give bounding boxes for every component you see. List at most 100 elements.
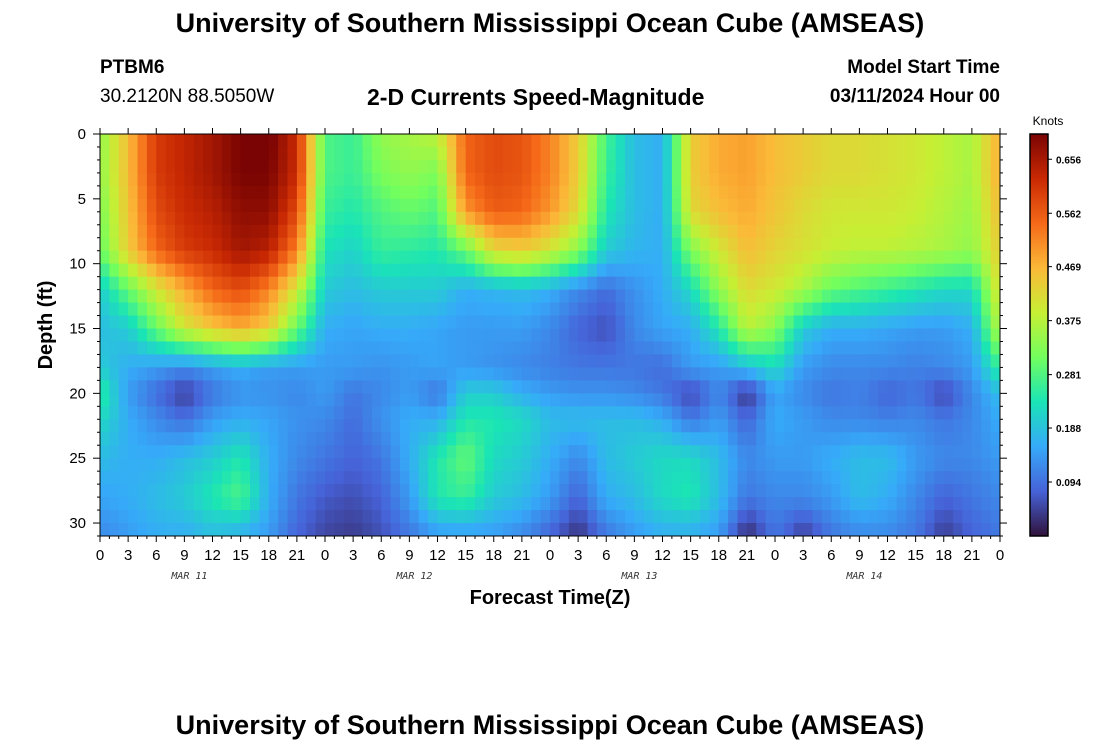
heatmap-cell xyxy=(156,263,167,278)
heatmap-cell xyxy=(503,198,514,213)
heatmap-cell xyxy=(137,146,148,161)
heatmap-cell xyxy=(512,289,523,304)
heatmap-cell xyxy=(146,380,157,394)
heatmap-cell xyxy=(465,393,476,407)
heatmap-cell xyxy=(821,367,832,381)
heatmap-cell xyxy=(231,289,242,304)
heatmap-cell xyxy=(325,289,335,304)
heatmap-cell xyxy=(821,250,832,265)
heatmap-cell xyxy=(653,445,664,459)
heatmap-cell xyxy=(343,419,354,433)
heatmap-cell xyxy=(615,328,626,343)
heatmap-cell xyxy=(146,134,157,148)
heatmap-cell xyxy=(362,237,373,252)
heatmap-cell xyxy=(334,497,345,511)
heatmap-cell xyxy=(325,380,335,394)
heatmap-cell xyxy=(803,263,814,278)
heatmap-cell xyxy=(503,445,514,459)
heatmap-cell xyxy=(606,341,617,356)
heatmap-cell xyxy=(934,185,945,200)
heatmap-cell xyxy=(353,380,364,394)
heatmap-cell xyxy=(362,146,373,161)
heatmap-cell xyxy=(362,497,373,511)
heatmap-cell xyxy=(137,354,148,369)
heatmap-cell xyxy=(840,237,851,252)
heatmap-cell xyxy=(381,471,392,485)
heatmap-cell xyxy=(418,211,429,226)
heatmap-cell xyxy=(906,497,917,511)
heatmap-cell xyxy=(109,237,120,252)
heatmap-cell xyxy=(606,510,617,524)
heatmap-cell xyxy=(165,211,176,226)
heatmap-cell xyxy=(259,471,270,485)
heatmap-cell xyxy=(362,393,373,407)
heatmap-cell xyxy=(990,302,1000,317)
heatmap-cell xyxy=(296,484,307,498)
heatmap-cell xyxy=(521,419,532,433)
heatmap-cell xyxy=(793,250,804,265)
heatmap-cell xyxy=(662,250,673,265)
heatmap-cell xyxy=(221,146,232,161)
heatmap-cell xyxy=(221,445,232,459)
heatmap-cell xyxy=(259,406,270,420)
heatmap-cell xyxy=(615,159,626,174)
heatmap-cell xyxy=(756,510,767,524)
heatmap-cell xyxy=(353,354,364,369)
heatmap-cell xyxy=(428,185,439,200)
heatmap-cell xyxy=(325,458,335,472)
heatmap-cell xyxy=(568,445,579,459)
heatmap-cell xyxy=(428,134,439,148)
heatmap-cell xyxy=(203,328,214,343)
heatmap-cell xyxy=(868,198,879,213)
heatmap-cell xyxy=(962,445,973,459)
heatmap-cell xyxy=(400,211,410,226)
heatmap-cell xyxy=(362,445,373,459)
heatmap-cell xyxy=(850,237,860,252)
heatmap-cell xyxy=(362,406,373,420)
heatmap-cell xyxy=(634,198,645,213)
heatmap-cell xyxy=(306,302,317,317)
heatmap-cell xyxy=(212,367,223,381)
heatmap-cell xyxy=(428,315,439,330)
heatmap-cell xyxy=(915,263,926,278)
heatmap-cell xyxy=(390,302,401,317)
heatmap-cell xyxy=(325,445,335,459)
heatmap-cell xyxy=(756,198,767,213)
heatmap-cell xyxy=(212,432,223,446)
heatmap-cell xyxy=(184,198,195,213)
heatmap-cell xyxy=(709,328,720,343)
heatmap-cell xyxy=(325,250,335,265)
heatmap-cell xyxy=(306,367,317,381)
heatmap-cell xyxy=(531,367,542,381)
heatmap-cell xyxy=(306,289,317,304)
heatmap-cell xyxy=(203,237,214,252)
heatmap-cell xyxy=(503,276,514,291)
heatmap-cell xyxy=(259,328,270,343)
heatmap-cell xyxy=(259,367,270,381)
heatmap-cell xyxy=(925,263,935,278)
heatmap-cell xyxy=(709,510,720,524)
heatmap-cell xyxy=(259,432,270,446)
heatmap-cell xyxy=(446,134,457,148)
heatmap-cell xyxy=(193,276,204,291)
heatmap-cell xyxy=(868,211,879,226)
heatmap-cell xyxy=(821,458,832,472)
heatmap-cell xyxy=(568,224,579,239)
heatmap-cell xyxy=(634,523,645,536)
heatmap-cell xyxy=(568,250,579,265)
heatmap-cell xyxy=(887,302,898,317)
heatmap-cell xyxy=(981,497,992,511)
heatmap-cell xyxy=(540,458,551,472)
heatmap-cell xyxy=(615,367,626,381)
heatmap-cell xyxy=(118,211,129,226)
heatmap-cell xyxy=(803,250,814,265)
heatmap-cell xyxy=(531,354,542,369)
heatmap-cell xyxy=(850,224,860,239)
heatmap-cell xyxy=(165,328,176,343)
heatmap-cell xyxy=(456,263,467,278)
heatmap-cell xyxy=(728,445,739,459)
heatmap-cell xyxy=(943,289,954,304)
heatmap-cell xyxy=(746,211,757,226)
heatmap-cell xyxy=(775,458,785,472)
